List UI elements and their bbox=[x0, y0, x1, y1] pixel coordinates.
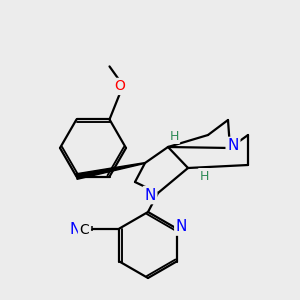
Text: C: C bbox=[80, 223, 89, 236]
Text: H: H bbox=[199, 169, 209, 182]
Text: N: N bbox=[144, 188, 156, 202]
Polygon shape bbox=[76, 163, 145, 179]
Text: N: N bbox=[176, 219, 187, 234]
Text: H: H bbox=[169, 130, 179, 142]
Text: N: N bbox=[227, 139, 239, 154]
Text: N: N bbox=[70, 222, 81, 237]
Text: O: O bbox=[114, 80, 125, 93]
